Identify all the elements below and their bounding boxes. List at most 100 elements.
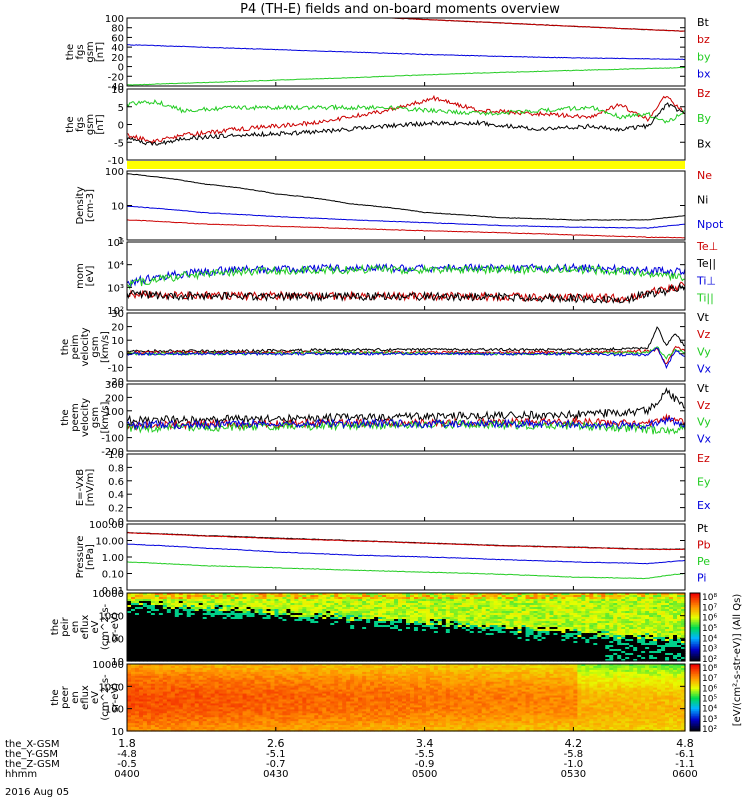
legend-Pe: Pe: [697, 555, 710, 568]
y-tick-label: 0.6: [108, 477, 124, 488]
legend-Ti: Ti⊥: [696, 274, 716, 287]
y-tick-label: 0.8: [108, 463, 124, 474]
legend-By: By: [697, 112, 712, 125]
y-tick-label: 0: [118, 121, 124, 132]
y-axis-label: [nT]: [95, 42, 106, 62]
y-tick-label: 1.0: [108, 450, 124, 461]
colorbar-tick-label: 10⁸: [702, 593, 717, 603]
legend-Pt: Pt: [697, 522, 709, 535]
y-tick-label: 10: [111, 85, 124, 96]
y-axis-label: [mV/m]: [85, 469, 96, 507]
panel-frame: [127, 454, 685, 521]
y-tick-label: 10: [111, 202, 124, 213]
colorbar-tick-label: 10²: [702, 725, 717, 735]
y-tick-label: 0.10: [102, 570, 124, 581]
legend-Vz: Vz: [697, 328, 711, 341]
y-tick-label: 10.00: [95, 537, 124, 548]
y-tick-label: 10: [111, 336, 124, 347]
y-tick-label: 1.00: [102, 553, 124, 564]
series-Pe-line: [127, 562, 685, 579]
legend-Ez: Ez: [697, 452, 710, 465]
legend-Vt: Vt: [697, 311, 710, 324]
y-tick-label: 30: [111, 309, 124, 320]
legend-Ex: Ex: [697, 499, 711, 512]
y-tick-label: 0: [118, 420, 124, 431]
y-tick-label: -5: [114, 138, 124, 149]
y-tick-label: 0.2: [108, 504, 124, 515]
y-axis-label: [cm-3]: [85, 189, 96, 222]
panel-frame: [127, 171, 685, 240]
quality-flag-bar: [127, 161, 685, 169]
series-Te-line: [127, 282, 685, 302]
y-tick-label: 100: [105, 167, 124, 178]
colorbar-tick-label: 10³: [702, 715, 717, 725]
ephemeris-value: 0600: [672, 769, 697, 780]
panel-frame: [127, 313, 685, 381]
y-axis-label: sr-eV): [110, 612, 121, 641]
colorbar-tick-label: 10⁷: [702, 674, 717, 684]
series-Ti-line: [127, 264, 685, 286]
y-tick-label: 10000: [92, 589, 124, 600]
legend-Vx: Vx: [697, 362, 712, 375]
y-tick-label: 10⁵: [107, 238, 124, 249]
y-axis-label: [nT]: [95, 114, 106, 134]
series-Bz-line: [127, 96, 685, 143]
legend-Bz: Bz: [697, 87, 711, 100]
colorbar-tick-label: 10⁶: [702, 684, 717, 694]
ephemeris-value: 0430: [263, 769, 288, 780]
colorbar-tick-label: 10⁸: [702, 664, 717, 674]
y-axis-label: [nPa]: [85, 544, 96, 570]
colorbar-tick-label: 10⁴: [702, 634, 717, 644]
y-tick-label: -100: [101, 434, 124, 445]
series-bx-line: [127, 45, 685, 60]
y-tick-label: 100.00: [89, 520, 124, 531]
series-Pt-line: [127, 532, 685, 549]
colorbar-tick-label: 10⁴: [702, 705, 717, 715]
y-tick-label: 5: [118, 103, 124, 114]
panel-frame: [127, 89, 685, 160]
colorbar-tick-label: 10⁵: [702, 695, 717, 705]
y-axis-label: sr-eV): [110, 683, 121, 712]
series-Ne-line: [127, 220, 685, 238]
legend-Ne: Ne: [697, 169, 712, 182]
legend-bx: bx: [697, 67, 711, 80]
legend-Pi: Pi: [697, 572, 706, 585]
series-Te-line: [127, 284, 685, 303]
legend-Ey: Ey: [697, 476, 711, 489]
ephemeris-value: 0500: [412, 769, 437, 780]
legend-Te: Te||: [696, 257, 716, 270]
series-Vt-line: [127, 389, 685, 424]
legend-Ti: Ti||: [696, 291, 714, 304]
series-by-line: [127, 67, 685, 85]
legend-Ni: Ni: [697, 193, 708, 206]
colorbar-tick-label: 10⁵: [702, 624, 717, 634]
y-tick-label: 10³: [107, 283, 124, 294]
colorbar-tick-label: 10⁷: [702, 603, 717, 613]
y-tick-label: 0: [118, 350, 124, 361]
panel-8: PtPbPePi100.0010.001.000.100.01Pressure[…: [75, 520, 711, 597]
legend-Vz: Vz: [697, 399, 711, 412]
legend-Te: Te⊥: [696, 240, 718, 253]
ephemeris-value: 0400: [114, 769, 139, 780]
legend-Vy: Vy: [697, 416, 711, 429]
legend-Bt: Bt: [697, 16, 710, 29]
series-By-line: [127, 100, 685, 123]
panel-frame: [127, 242, 685, 310]
y-tick-label: 10⁴: [107, 261, 124, 272]
legend-bz: bz: [697, 33, 710, 46]
y-axis-label: [km/s]: [100, 401, 111, 433]
y-tick-label: 0.4: [108, 490, 124, 501]
figure-title: P4 (TH-E) fields and on-board moments ov…: [240, 2, 560, 17]
legend-Bx: Bx: [697, 137, 712, 150]
